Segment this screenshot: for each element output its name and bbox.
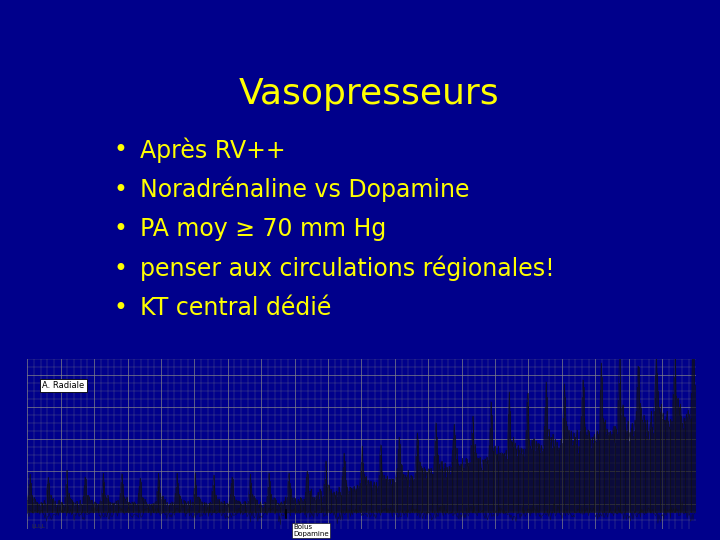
Text: •: •: [114, 256, 127, 281]
Text: •: •: [114, 178, 127, 201]
Text: •: •: [114, 217, 127, 241]
Text: Vasopresseurs: Vasopresseurs: [239, 77, 499, 111]
Text: •: •: [114, 138, 127, 162]
Text: PA moy ≥ 70 mm Hg: PA moy ≥ 70 mm Hg: [140, 217, 387, 241]
Text: penser aux circulations régionales!: penser aux circulations régionales!: [140, 256, 555, 281]
Text: LLLL: LLLL: [32, 524, 45, 529]
Text: KT central dédié: KT central dédié: [140, 296, 332, 320]
Text: Après RV++: Après RV++: [140, 137, 286, 163]
Text: Bolus
Dopamine: Bolus Dopamine: [293, 524, 328, 537]
Text: •: •: [114, 296, 127, 320]
Text: Noradrénaline vs Dopamine: Noradrénaline vs Dopamine: [140, 177, 469, 202]
Text: A. Radiale: A. Radiale: [42, 381, 85, 390]
